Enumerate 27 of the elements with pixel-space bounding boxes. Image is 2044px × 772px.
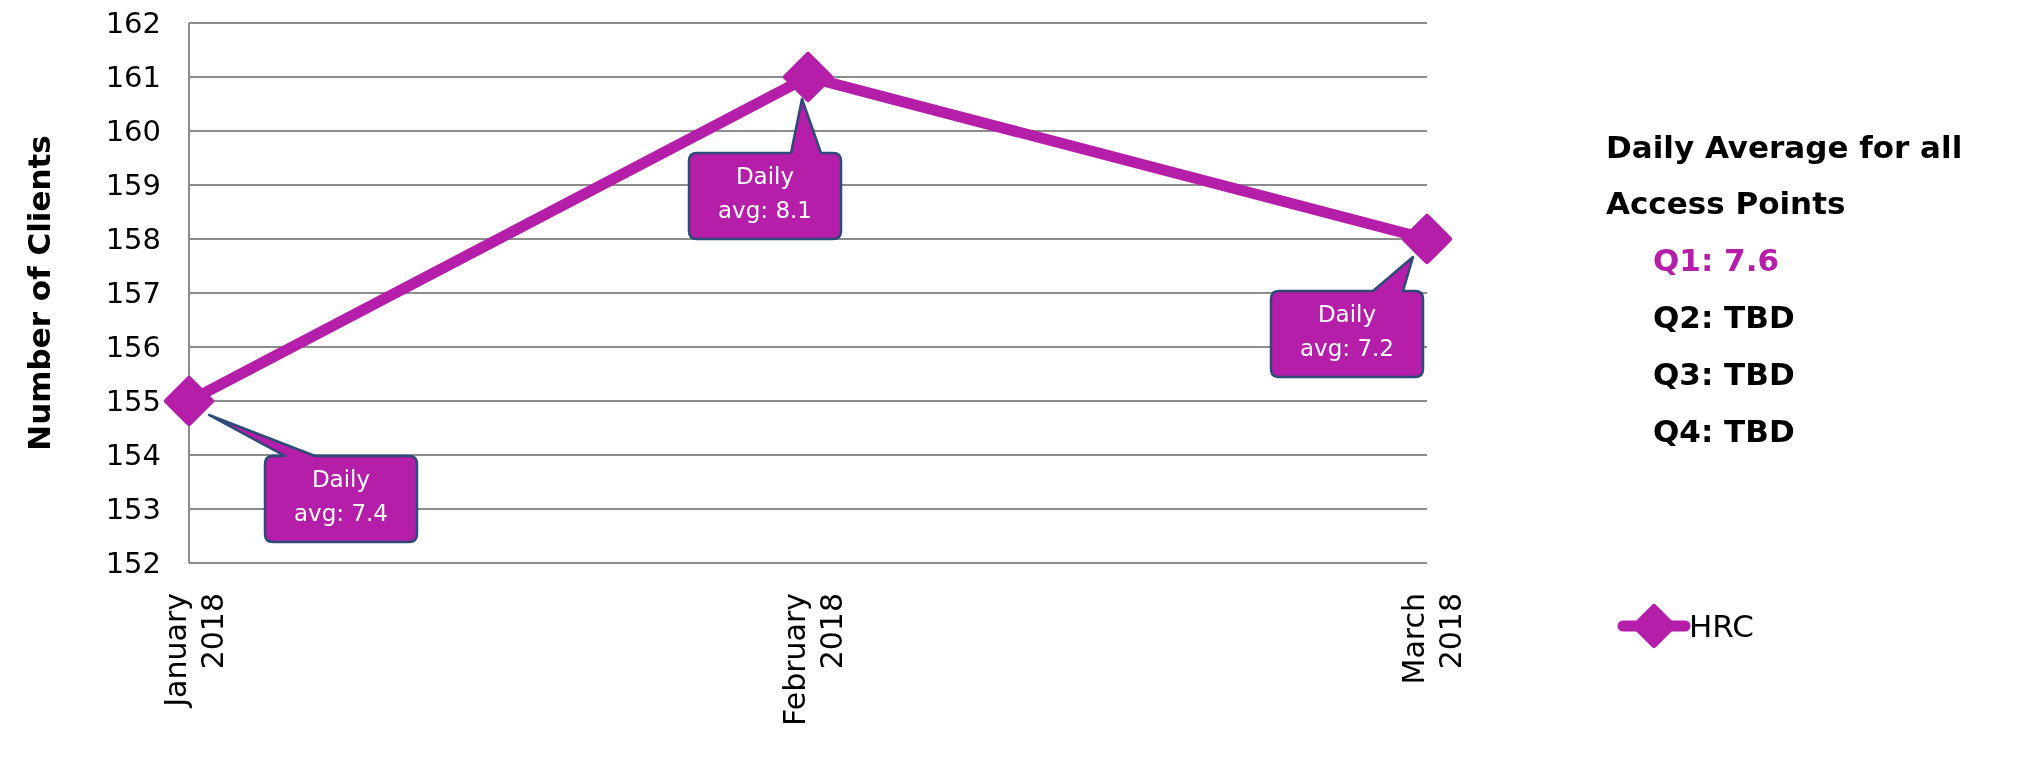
y-tick-label: 153 [105, 492, 161, 527]
y-axis-title: Number of Clients [21, 135, 57, 451]
annotation: Daily avg: 7.2 [1300, 301, 1394, 361]
text: Q2: TBD [1653, 299, 1795, 335]
y-tick-label: 159 [105, 168, 161, 203]
legend-label: HRC [1689, 607, 1754, 644]
point [783, 52, 833, 102]
annotation: Daily avg: 8.1 [718, 163, 812, 223]
y-tick-label: 155 [105, 384, 161, 419]
y-tick-label: 162 [105, 6, 161, 41]
x-tick-label: January 2018 [157, 593, 230, 709]
x-tick-label: February 2018 [776, 593, 849, 726]
y-tick-label: 161 [105, 60, 161, 95]
text: Q1: 7.6 [1653, 242, 1780, 278]
y-tick-label: 157 [105, 276, 161, 311]
y-tick-label: 152 [105, 546, 161, 581]
text: Daily Average for all Access Points [1606, 129, 1963, 221]
y-tick-label: 154 [105, 438, 161, 473]
point [164, 376, 214, 426]
x-tick-label: March 2018 [1395, 593, 1468, 685]
annotation: Daily avg: 7.4 [294, 466, 388, 526]
text: Q4: TBD [1653, 413, 1795, 449]
point [1402, 214, 1452, 264]
y-tick-label: 160 [105, 114, 161, 149]
y-tick-label: 158 [105, 222, 161, 257]
text: Q3: TBD [1653, 356, 1795, 392]
y-tick-label: 156 [105, 330, 161, 365]
